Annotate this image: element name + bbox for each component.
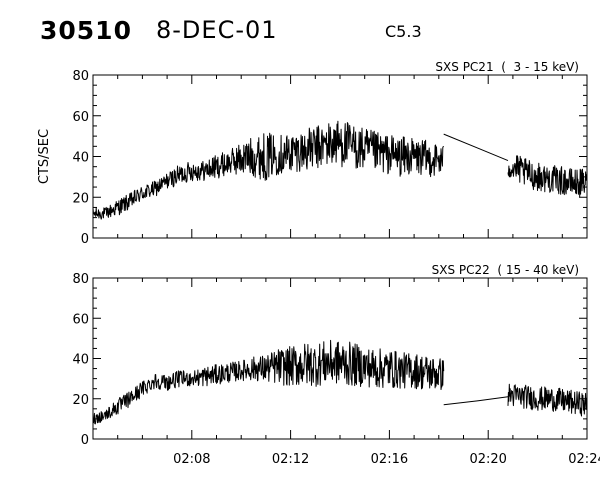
- series-line-panel2-seg3: [507, 383, 588, 417]
- x-tick-label: 02:16: [371, 452, 408, 467]
- x-tick-label: 02:20: [469, 452, 506, 467]
- chart-title-2: SXS PC22 ( 15 - 40 keV): [432, 263, 579, 277]
- event-date: 8-DEC-01: [156, 16, 278, 44]
- y-tick-label: 0: [81, 433, 89, 448]
- y-axis-label: CTS/SEC: [37, 129, 52, 184]
- y-tick-label: 20: [72, 393, 89, 408]
- chart-title-1: SXS PC21 ( 3 - 15 keV): [435, 60, 579, 74]
- y-tick-label: 80: [72, 69, 89, 84]
- event-id: 30510: [40, 16, 132, 45]
- series-line-panel1-seg3: [507, 155, 588, 198]
- x-tick-label: 02:24: [568, 452, 600, 467]
- x-tick-label: 02:08: [173, 452, 210, 467]
- y-tick-label: 0: [81, 232, 89, 247]
- y-tick-label: 60: [72, 312, 89, 327]
- y-tick-label: 80: [72, 272, 89, 287]
- y-tick-label: 40: [72, 353, 89, 368]
- series-line-panel1-seg1: [92, 120, 445, 220]
- series-line-panel1-seg2: [443, 133, 509, 162]
- x-tick-label: 02:12: [272, 452, 309, 467]
- y-tick-label: 20: [72, 191, 89, 206]
- series-line-panel2-seg1: [92, 339, 445, 425]
- flare-class: C5.3: [385, 22, 422, 41]
- y-tick-label: 40: [72, 151, 89, 166]
- plot-frame-1: [92, 74, 588, 239]
- series-line-panel2-seg2: [443, 396, 509, 406]
- y-tick-label: 60: [72, 110, 89, 125]
